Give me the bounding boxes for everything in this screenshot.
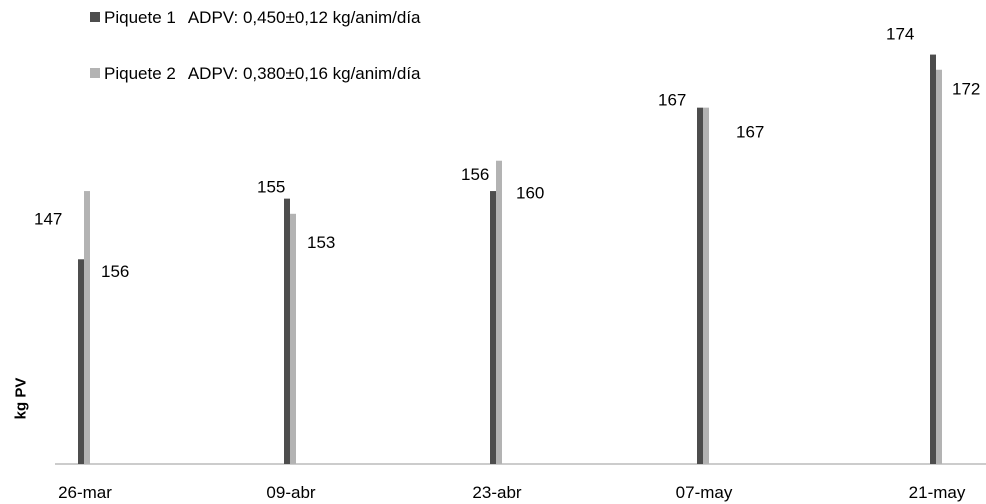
bar-piquete-1-23-abr bbox=[490, 191, 496, 464]
data-label-piquete-1-07-may: 167 bbox=[658, 91, 686, 110]
legend-item-piquete-2: Piquete 2 ADPV: 0,380±0,16 kg/anim/día bbox=[90, 64, 421, 84]
data-label-piquete-2-23-abr: 160 bbox=[516, 184, 544, 203]
bar-piquete-1-26-mar bbox=[78, 259, 84, 464]
data-label-piquete-1-21-may: 174 bbox=[886, 25, 914, 44]
legend-item-piquete-1: Piquete 1 ADPV: 0,450±0,12 kg/anim/día bbox=[90, 8, 421, 28]
x-tick-label-23-abr: 23-abr bbox=[472, 483, 521, 502]
data-label-piquete-1-26-mar: 147 bbox=[34, 209, 62, 228]
data-label-piquete-2-07-may: 167 bbox=[736, 123, 764, 142]
bar-piquete-2-23-abr bbox=[496, 160, 502, 464]
bar-piquete-1-07-may bbox=[697, 107, 703, 465]
bar-piquete-2-26-mar bbox=[84, 191, 90, 464]
legend-swatch-piquete-2 bbox=[90, 68, 100, 78]
legend-swatch-piquete-1 bbox=[90, 12, 100, 22]
data-label-piquete-2-09-abr: 153 bbox=[307, 233, 335, 252]
legend-label-piquete-2: Piquete 2 bbox=[104, 64, 176, 83]
x-tick-labels-group: 26-mar 09-abr 23-abr 07-may 21-may bbox=[58, 483, 966, 502]
x-tick-label-09-abr: 09-abr bbox=[266, 483, 315, 502]
legend-label-piquete-1: Piquete 1 bbox=[104, 8, 176, 27]
y-axis-label: kg PV bbox=[12, 377, 30, 420]
data-label-piquete-2-21-may: 172 bbox=[952, 80, 980, 99]
value-labels-group: 147 156 155 153 156 160 167 167 174 172 bbox=[34, 25, 980, 281]
bar-piquete-2-09-abr bbox=[290, 213, 296, 464]
data-label-piquete-2-26-mar: 156 bbox=[101, 262, 129, 281]
x-tick-label-07-may: 07-may bbox=[676, 483, 733, 502]
bar-piquete-2-21-may bbox=[936, 69, 942, 464]
legend-note-piquete-1: ADPV: 0,450±0,12 kg/anim/día bbox=[187, 8, 421, 27]
data-label-piquete-1-23-abr: 156 bbox=[461, 165, 489, 184]
bar-piquete-1-09-abr bbox=[284, 198, 290, 465]
bar-piquete-2-07-may bbox=[703, 107, 709, 465]
bars-group bbox=[78, 54, 942, 465]
data-label-piquete-1-09-abr: 155 bbox=[257, 178, 285, 197]
x-tick-label-21-may: 21-may bbox=[909, 483, 966, 502]
bar-piquete-1-21-may bbox=[930, 54, 936, 464]
x-tick-label-26-mar: 26-mar bbox=[58, 483, 112, 502]
legend-note-piquete-2: ADPV: 0,380±0,16 kg/anim/día bbox=[187, 64, 421, 83]
